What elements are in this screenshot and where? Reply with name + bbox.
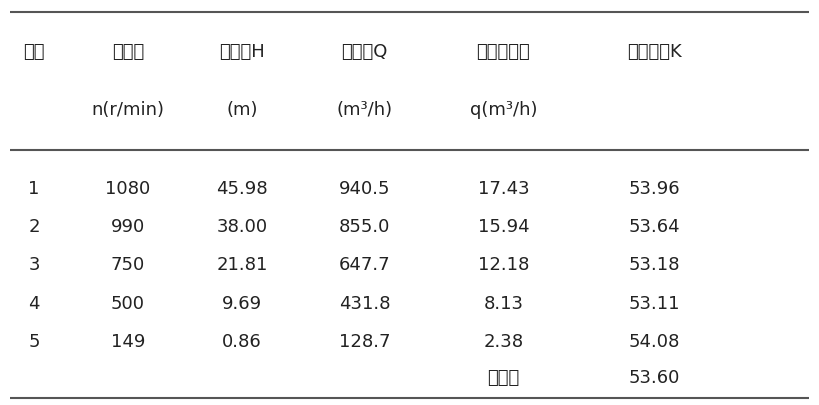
Text: 21.81: 21.81 — [216, 256, 268, 274]
Text: 53.96: 53.96 — [628, 179, 680, 197]
Text: 17.43: 17.43 — [477, 179, 529, 197]
Text: 431.8: 431.8 — [339, 294, 391, 312]
Text: 4: 4 — [29, 294, 40, 312]
Text: 38.00: 38.00 — [216, 217, 268, 236]
Text: n(r/min): n(r/min) — [92, 101, 165, 119]
Text: (m³/h): (m³/h) — [337, 101, 392, 119]
Text: 2.38: 2.38 — [483, 332, 523, 350]
Text: 9.69: 9.69 — [222, 294, 262, 312]
Text: 泵扬程H: 泵扬程H — [219, 43, 265, 61]
Text: 855.0: 855.0 — [339, 217, 391, 236]
Text: 8.13: 8.13 — [483, 294, 523, 312]
Text: 5: 5 — [29, 332, 40, 350]
Text: 990: 990 — [111, 217, 145, 236]
Text: 旁路管流量: 旁路管流量 — [477, 43, 530, 61]
Text: 平均值: 平均值 — [487, 369, 519, 386]
Text: 2: 2 — [29, 217, 40, 236]
Text: 500: 500 — [111, 294, 145, 312]
Text: 940.5: 940.5 — [339, 179, 391, 197]
Text: 序号: 序号 — [23, 43, 45, 61]
Text: 647.7: 647.7 — [339, 256, 391, 274]
Text: 0.86: 0.86 — [222, 332, 262, 350]
Text: 1080: 1080 — [106, 179, 151, 197]
Text: (m): (m) — [226, 101, 258, 119]
Text: 53.60: 53.60 — [629, 369, 680, 386]
Text: 750: 750 — [111, 256, 145, 274]
Text: 53.18: 53.18 — [629, 256, 680, 274]
Text: 128.7: 128.7 — [339, 332, 391, 350]
Text: 53.64: 53.64 — [628, 217, 680, 236]
Text: 旁路系数K: 旁路系数K — [627, 43, 681, 61]
Text: 泵转速: 泵转速 — [111, 43, 144, 61]
Text: 45.98: 45.98 — [216, 179, 268, 197]
Text: 54.08: 54.08 — [629, 332, 680, 350]
Text: q(m³/h): q(m³/h) — [469, 101, 537, 119]
Text: 3: 3 — [29, 256, 40, 274]
Text: 12.18: 12.18 — [477, 256, 529, 274]
Text: 53.11: 53.11 — [629, 294, 680, 312]
Text: 泵流量Q: 泵流量Q — [342, 43, 387, 61]
Text: 149: 149 — [111, 332, 145, 350]
Text: 15.94: 15.94 — [477, 217, 529, 236]
Text: 1: 1 — [29, 179, 40, 197]
